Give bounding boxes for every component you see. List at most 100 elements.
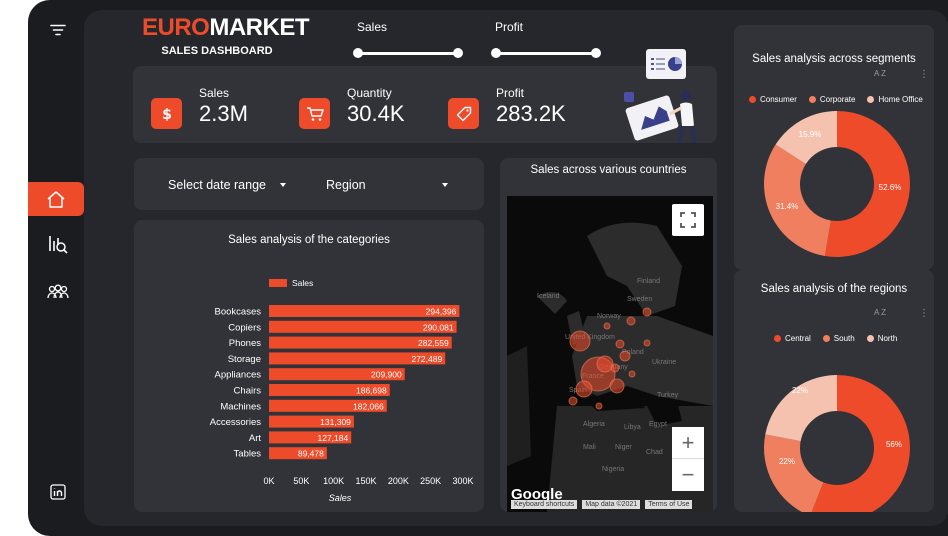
sales-bubble[interactable] xyxy=(596,355,614,373)
team-button[interactable] xyxy=(44,281,72,303)
x-tick-label: 300K xyxy=(452,476,473,486)
sales-bubble[interactable] xyxy=(628,370,636,378)
zoom-out-button[interactable]: − xyxy=(672,459,704,491)
kpi-profit-value: 283.2K xyxy=(496,101,566,126)
map-country-label: Libya xyxy=(624,424,641,431)
bar[interactable] xyxy=(269,368,405,381)
sales-slider[interactable]: Sales xyxy=(353,20,465,60)
bar-value-label: 272,489 xyxy=(411,354,442,364)
slice-value-label: 22% xyxy=(792,386,808,395)
dashboard-content: EUROMARKET SALES DASHBOARD Sales Profit … xyxy=(84,10,948,526)
donut-slice[interactable] xyxy=(764,144,831,256)
bar-value-label: 131,309 xyxy=(320,417,351,427)
more-options-icon[interactable]: ⋮ xyxy=(919,308,929,319)
legend-label: North xyxy=(877,334,898,343)
legend-item[interactable]: Consumer xyxy=(749,95,797,104)
sales-slider-track[interactable] xyxy=(357,52,459,55)
profit-slider-min-handle[interactable] xyxy=(491,48,501,58)
fullscreen-button[interactable] xyxy=(672,204,704,236)
sales-bubble[interactable] xyxy=(643,339,651,347)
bar[interactable] xyxy=(269,352,446,365)
sales-bubble[interactable] xyxy=(615,339,625,349)
brand-logo: EUROMARKET SALES DASHBOARD xyxy=(142,14,309,57)
cart-icon xyxy=(299,98,330,129)
sales-bubble[interactable] xyxy=(603,322,611,330)
bar-value-label: 182,066 xyxy=(353,401,384,411)
bar[interactable] xyxy=(269,336,452,349)
map-country-label: Norway xyxy=(597,313,621,320)
legend-item[interactable]: South xyxy=(822,334,855,343)
analytics-button[interactable] xyxy=(45,232,71,256)
date-range-label: Select date range xyxy=(168,178,266,192)
category-chart-card: Sales analysis of the categories Sales Bo… xyxy=(134,220,484,512)
map-country-label: Sweden xyxy=(627,296,653,303)
sales-bubble[interactable] xyxy=(569,330,591,352)
x-tick-label: 0K xyxy=(263,476,274,486)
keyboard-shortcuts-link[interactable]: Keyboard shortcuts xyxy=(511,500,578,509)
slice-value-label: 31.4% xyxy=(776,202,799,211)
dashboard-subtitle: SALES DASHBOARD xyxy=(161,45,273,57)
sales-bubble[interactable] xyxy=(626,316,636,326)
sales-bubble[interactable] xyxy=(619,350,631,362)
category-chart-title: Sales analysis of the categories xyxy=(228,234,390,246)
sales-bubble[interactable] xyxy=(568,396,578,406)
donut-slice[interactable] xyxy=(765,375,837,442)
bar[interactable] xyxy=(269,320,457,333)
sort-icon[interactable]: A Z xyxy=(874,69,887,78)
slice-value-label: 52.6% xyxy=(879,183,902,192)
filter-icon[interactable] xyxy=(47,20,69,40)
donut-slice[interactable] xyxy=(810,375,910,512)
profit-slider-track[interactable] xyxy=(495,52,597,55)
legend-label: Consumer xyxy=(760,95,797,104)
category-label: Chairs xyxy=(234,386,262,397)
sales-bubble[interactable] xyxy=(575,380,593,398)
bar[interactable] xyxy=(269,399,387,412)
sales-bubble[interactable] xyxy=(610,363,620,373)
sales-slider-max-handle[interactable] xyxy=(453,48,463,58)
zoom-in-button[interactable]: + xyxy=(672,427,704,459)
europe-map[interactable]: Finland Sweden Iceland Norway United Kingdom… xyxy=(507,196,713,512)
chart-search-icon xyxy=(49,236,68,254)
region-label: Region xyxy=(326,178,366,192)
profit-slider-label: Profit xyxy=(495,20,524,34)
sort-icon[interactable]: A Z xyxy=(874,308,887,317)
kpi-profit-label: Profit xyxy=(496,86,525,100)
category-label: Tables xyxy=(234,449,262,460)
profit-slider-max-handle[interactable] xyxy=(591,48,601,58)
sales-bubble[interactable] xyxy=(609,378,625,394)
profit-slider[interactable]: Profit xyxy=(491,20,603,60)
kpi-card xyxy=(133,66,717,143)
bar[interactable] xyxy=(269,305,460,317)
legend-dot xyxy=(774,335,781,342)
sales-bubble[interactable] xyxy=(595,402,603,410)
map-country-label: Nigeria xyxy=(602,466,625,473)
bar-value-label: 89,478 xyxy=(298,449,324,459)
bar[interactable] xyxy=(269,447,327,460)
more-options-icon[interactable]: ⋮ xyxy=(919,69,929,80)
segments-title: Sales analysis across segments xyxy=(752,53,916,65)
donut-slice[interactable] xyxy=(764,434,824,512)
donut-slice[interactable] xyxy=(775,111,837,165)
date-range-dropdown[interactable]: Select date range xyxy=(168,178,286,192)
bar[interactable] xyxy=(269,384,390,396)
kpi-profit: Profit 283.2K xyxy=(448,86,566,129)
legend-item[interactable]: Home Office xyxy=(867,95,923,104)
legend-label: Central xyxy=(785,334,811,343)
legend-item[interactable]: Corporate xyxy=(808,95,855,104)
svg-text:$: $ xyxy=(162,107,172,122)
sales-slider-min-handle[interactable] xyxy=(353,48,363,58)
donut-slice[interactable] xyxy=(824,111,910,257)
linkedin-button[interactable] xyxy=(49,483,67,501)
regions-legend: Central South North xyxy=(774,334,897,343)
x-tick-label: 100K xyxy=(323,476,344,486)
region-dropdown[interactable]: Region xyxy=(326,178,448,192)
legend-item[interactable]: Central xyxy=(774,334,811,343)
map-country-label: Niger xyxy=(615,444,632,451)
bar[interactable] xyxy=(269,431,352,444)
bar[interactable] xyxy=(269,415,354,428)
terms-of-use-link[interactable]: Terms of Use xyxy=(645,500,693,509)
home-button[interactable] xyxy=(28,182,84,216)
sales-bubble[interactable] xyxy=(642,307,652,317)
map-country-label: Turkey xyxy=(657,392,679,399)
legend-item[interactable]: North xyxy=(866,334,898,343)
